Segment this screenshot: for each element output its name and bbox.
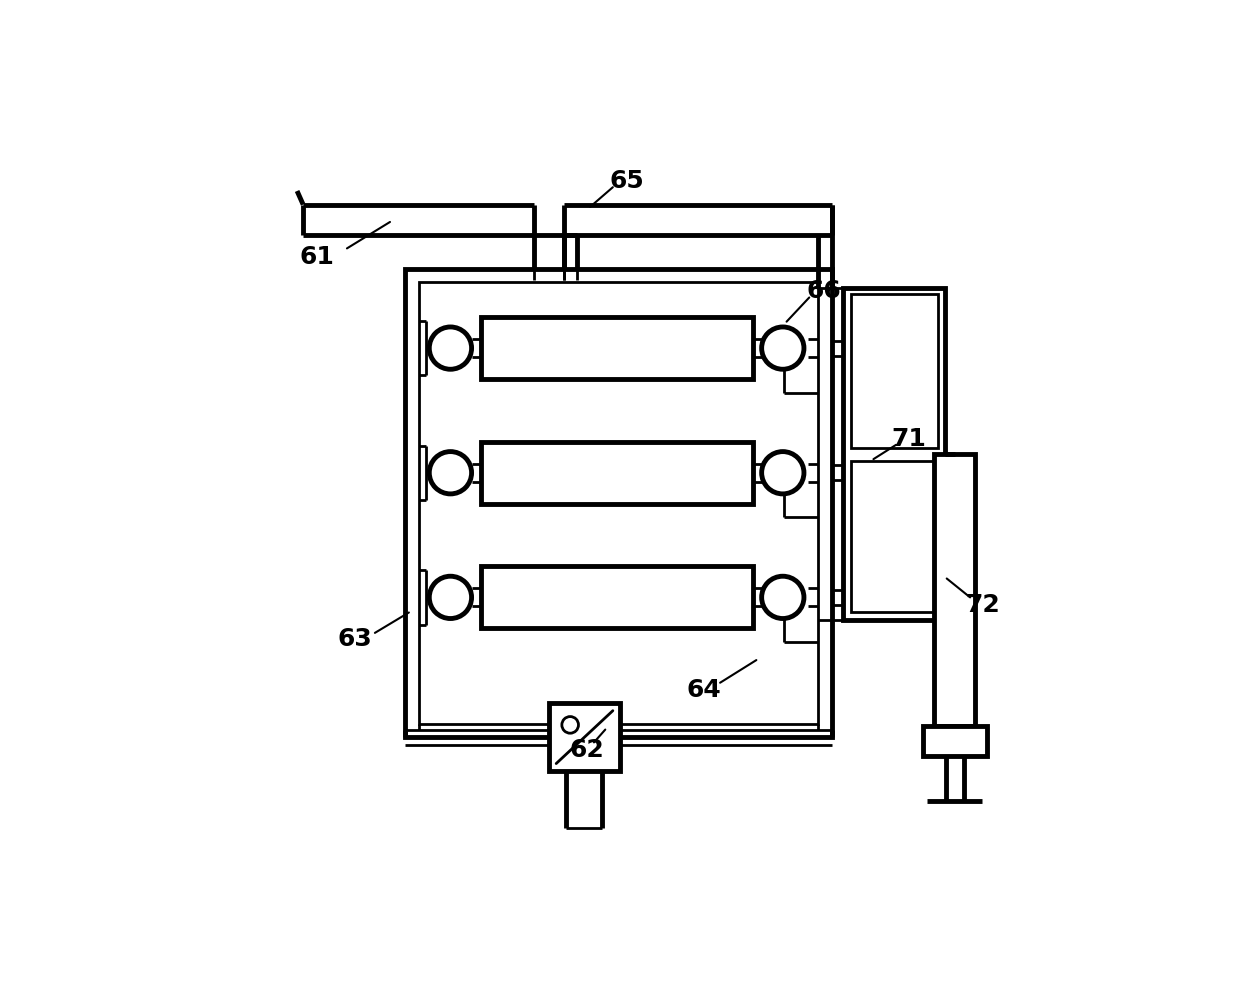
Text: 66: 66 — [807, 280, 842, 303]
Circle shape — [429, 451, 471, 493]
Bar — [923, 726, 987, 756]
Circle shape — [761, 576, 804, 619]
Circle shape — [761, 451, 804, 493]
Bar — [405, 269, 832, 737]
Bar — [548, 703, 620, 771]
Bar — [481, 566, 753, 629]
Bar — [481, 317, 753, 379]
Circle shape — [429, 327, 471, 369]
Bar — [843, 287, 945, 620]
Text: 72: 72 — [966, 593, 1001, 617]
Circle shape — [562, 716, 579, 733]
Bar — [851, 461, 937, 612]
Bar — [934, 454, 976, 726]
Text: 64: 64 — [686, 678, 720, 702]
Text: 62: 62 — [569, 738, 604, 762]
Text: 61: 61 — [299, 245, 334, 270]
Bar — [481, 441, 753, 503]
Text: 63: 63 — [337, 627, 372, 651]
Bar — [419, 283, 818, 724]
Text: 65: 65 — [609, 169, 644, 193]
Text: 71: 71 — [892, 427, 926, 450]
Bar — [851, 293, 937, 448]
Circle shape — [429, 576, 471, 619]
Circle shape — [761, 327, 804, 369]
